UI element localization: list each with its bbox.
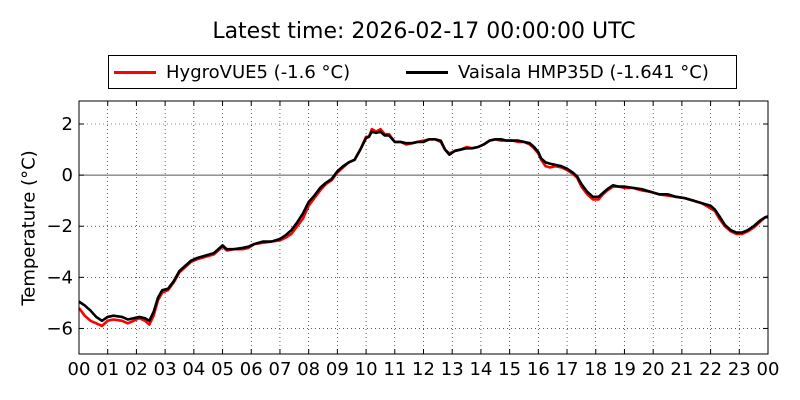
x-tick-label: 21 (670, 359, 693, 380)
x-tick-label: 08 (297, 359, 320, 380)
x-tick-label: 14 (469, 359, 492, 380)
series-line-vaisala (78, 130, 769, 323)
x-tick-label: 10 (355, 359, 378, 380)
y-tick-label: −4 (46, 267, 73, 288)
y-tick-label: 2 (62, 114, 73, 135)
x-tick-label: 15 (498, 359, 521, 380)
x-tick-label: 00 (757, 359, 780, 380)
x-tick-label: 17 (556, 359, 579, 380)
x-tick-label: 01 (96, 359, 119, 380)
x-tick-label: 11 (383, 359, 406, 380)
x-tick-label: 00 (68, 359, 91, 380)
legend: HygroVUE5 (-1.6 °C) Vaisala HMP35D (-1.6… (108, 55, 737, 89)
legend-entry-vaisala: Vaisala HMP35D (-1.641 °C) (406, 56, 709, 88)
y-tick-label: −6 (46, 318, 73, 339)
x-tick-label: 18 (584, 359, 607, 380)
y-tick-label: −2 (46, 216, 73, 237)
chart-title: Latest time: 2026-02-17 00:00:00 UTC (212, 19, 636, 44)
legend-entry-hygrovue5: HygroVUE5 (-1.6 °C) (114, 56, 350, 88)
x-tick-label: 20 (642, 359, 665, 380)
plot-frame (78, 100, 769, 355)
x-tick-label: 16 (527, 359, 550, 380)
x-tick-label: 04 (182, 359, 205, 380)
legend-label-vaisala: Vaisala HMP35D (-1.641 °C) (458, 61, 709, 83)
series-line-hygrovue5 (77, 127, 769, 328)
x-tick-label: 06 (240, 359, 263, 380)
x-tick-label: 09 (326, 359, 349, 380)
legend-label-hygrovue5: HygroVUE5 (-1.6 °C) (166, 61, 351, 83)
y-tick-label: 0 (62, 165, 73, 186)
x-tick-label: 07 (269, 359, 292, 380)
x-tick-label: 12 (412, 359, 435, 380)
x-tick-label: 19 (613, 359, 636, 380)
x-tick-label: 22 (699, 359, 722, 380)
x-tick-label: 05 (211, 359, 234, 380)
x-tick-label: 23 (728, 359, 751, 380)
x-tick-label: 13 (441, 359, 464, 380)
x-tick-label: 03 (154, 359, 177, 380)
x-tick-label: 02 (125, 359, 148, 380)
legend-swatch-vaisala (406, 70, 448, 74)
legend-swatch-hygrovue5 (114, 70, 156, 74)
